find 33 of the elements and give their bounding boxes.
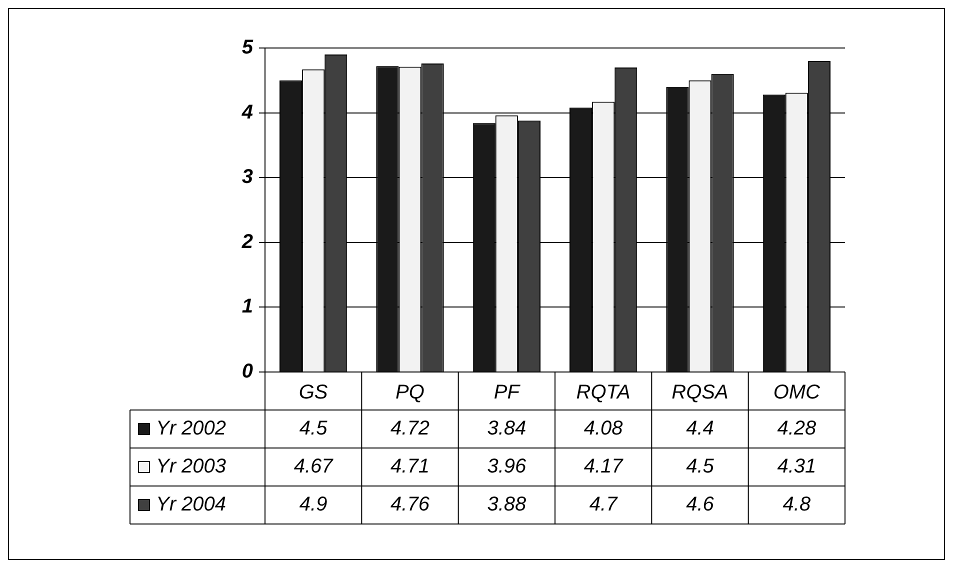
data-label: 4.7 — [589, 494, 618, 516]
x-tick-label: PQ — [396, 382, 424, 404]
data-label: 4.76 — [390, 494, 430, 516]
data-label: 3.84 — [487, 418, 526, 440]
data-label: 4.28 — [777, 418, 816, 440]
data-label: 4.08 — [584, 418, 623, 440]
x-tick-label: RQSA — [672, 382, 728, 404]
data-label: 3.96 — [487, 456, 527, 478]
data-label: 4.4 — [686, 418, 714, 440]
data-label: 3.88 — [487, 494, 526, 516]
x-tick-label: OMC — [773, 382, 821, 404]
y-tick-label: 4 — [240, 101, 253, 124]
data-label: 4.67 — [294, 456, 334, 478]
data-label: 4.6 — [686, 494, 715, 516]
legend-label: Yr 2003 — [156, 456, 226, 478]
y-tick-label: 5 — [242, 36, 254, 59]
data-label: 4.9 — [299, 494, 328, 516]
y-tick-label: 1 — [242, 296, 253, 318]
data-label: 4.72 — [390, 418, 430, 440]
data-label: 4.31 — [777, 456, 816, 478]
y-tick-label: 0 — [242, 360, 253, 383]
y-tick-label: 3 — [242, 166, 253, 188]
x-tick-label: PF — [494, 382, 522, 404]
x-tick-label: RQTA — [576, 382, 630, 404]
legend-label: Yr 2004 — [156, 494, 226, 516]
y-tick-label: 2 — [240, 230, 253, 253]
data-label: 4.8 — [782, 494, 811, 516]
x-tick-label: GS — [298, 382, 328, 404]
data-label: 4.5 — [299, 418, 328, 440]
data-label: 4.5 — [686, 456, 715, 478]
legend-label: Yr 2002 — [156, 418, 226, 440]
data-label: 4.17 — [584, 456, 624, 478]
data-label: 4.71 — [390, 456, 430, 478]
